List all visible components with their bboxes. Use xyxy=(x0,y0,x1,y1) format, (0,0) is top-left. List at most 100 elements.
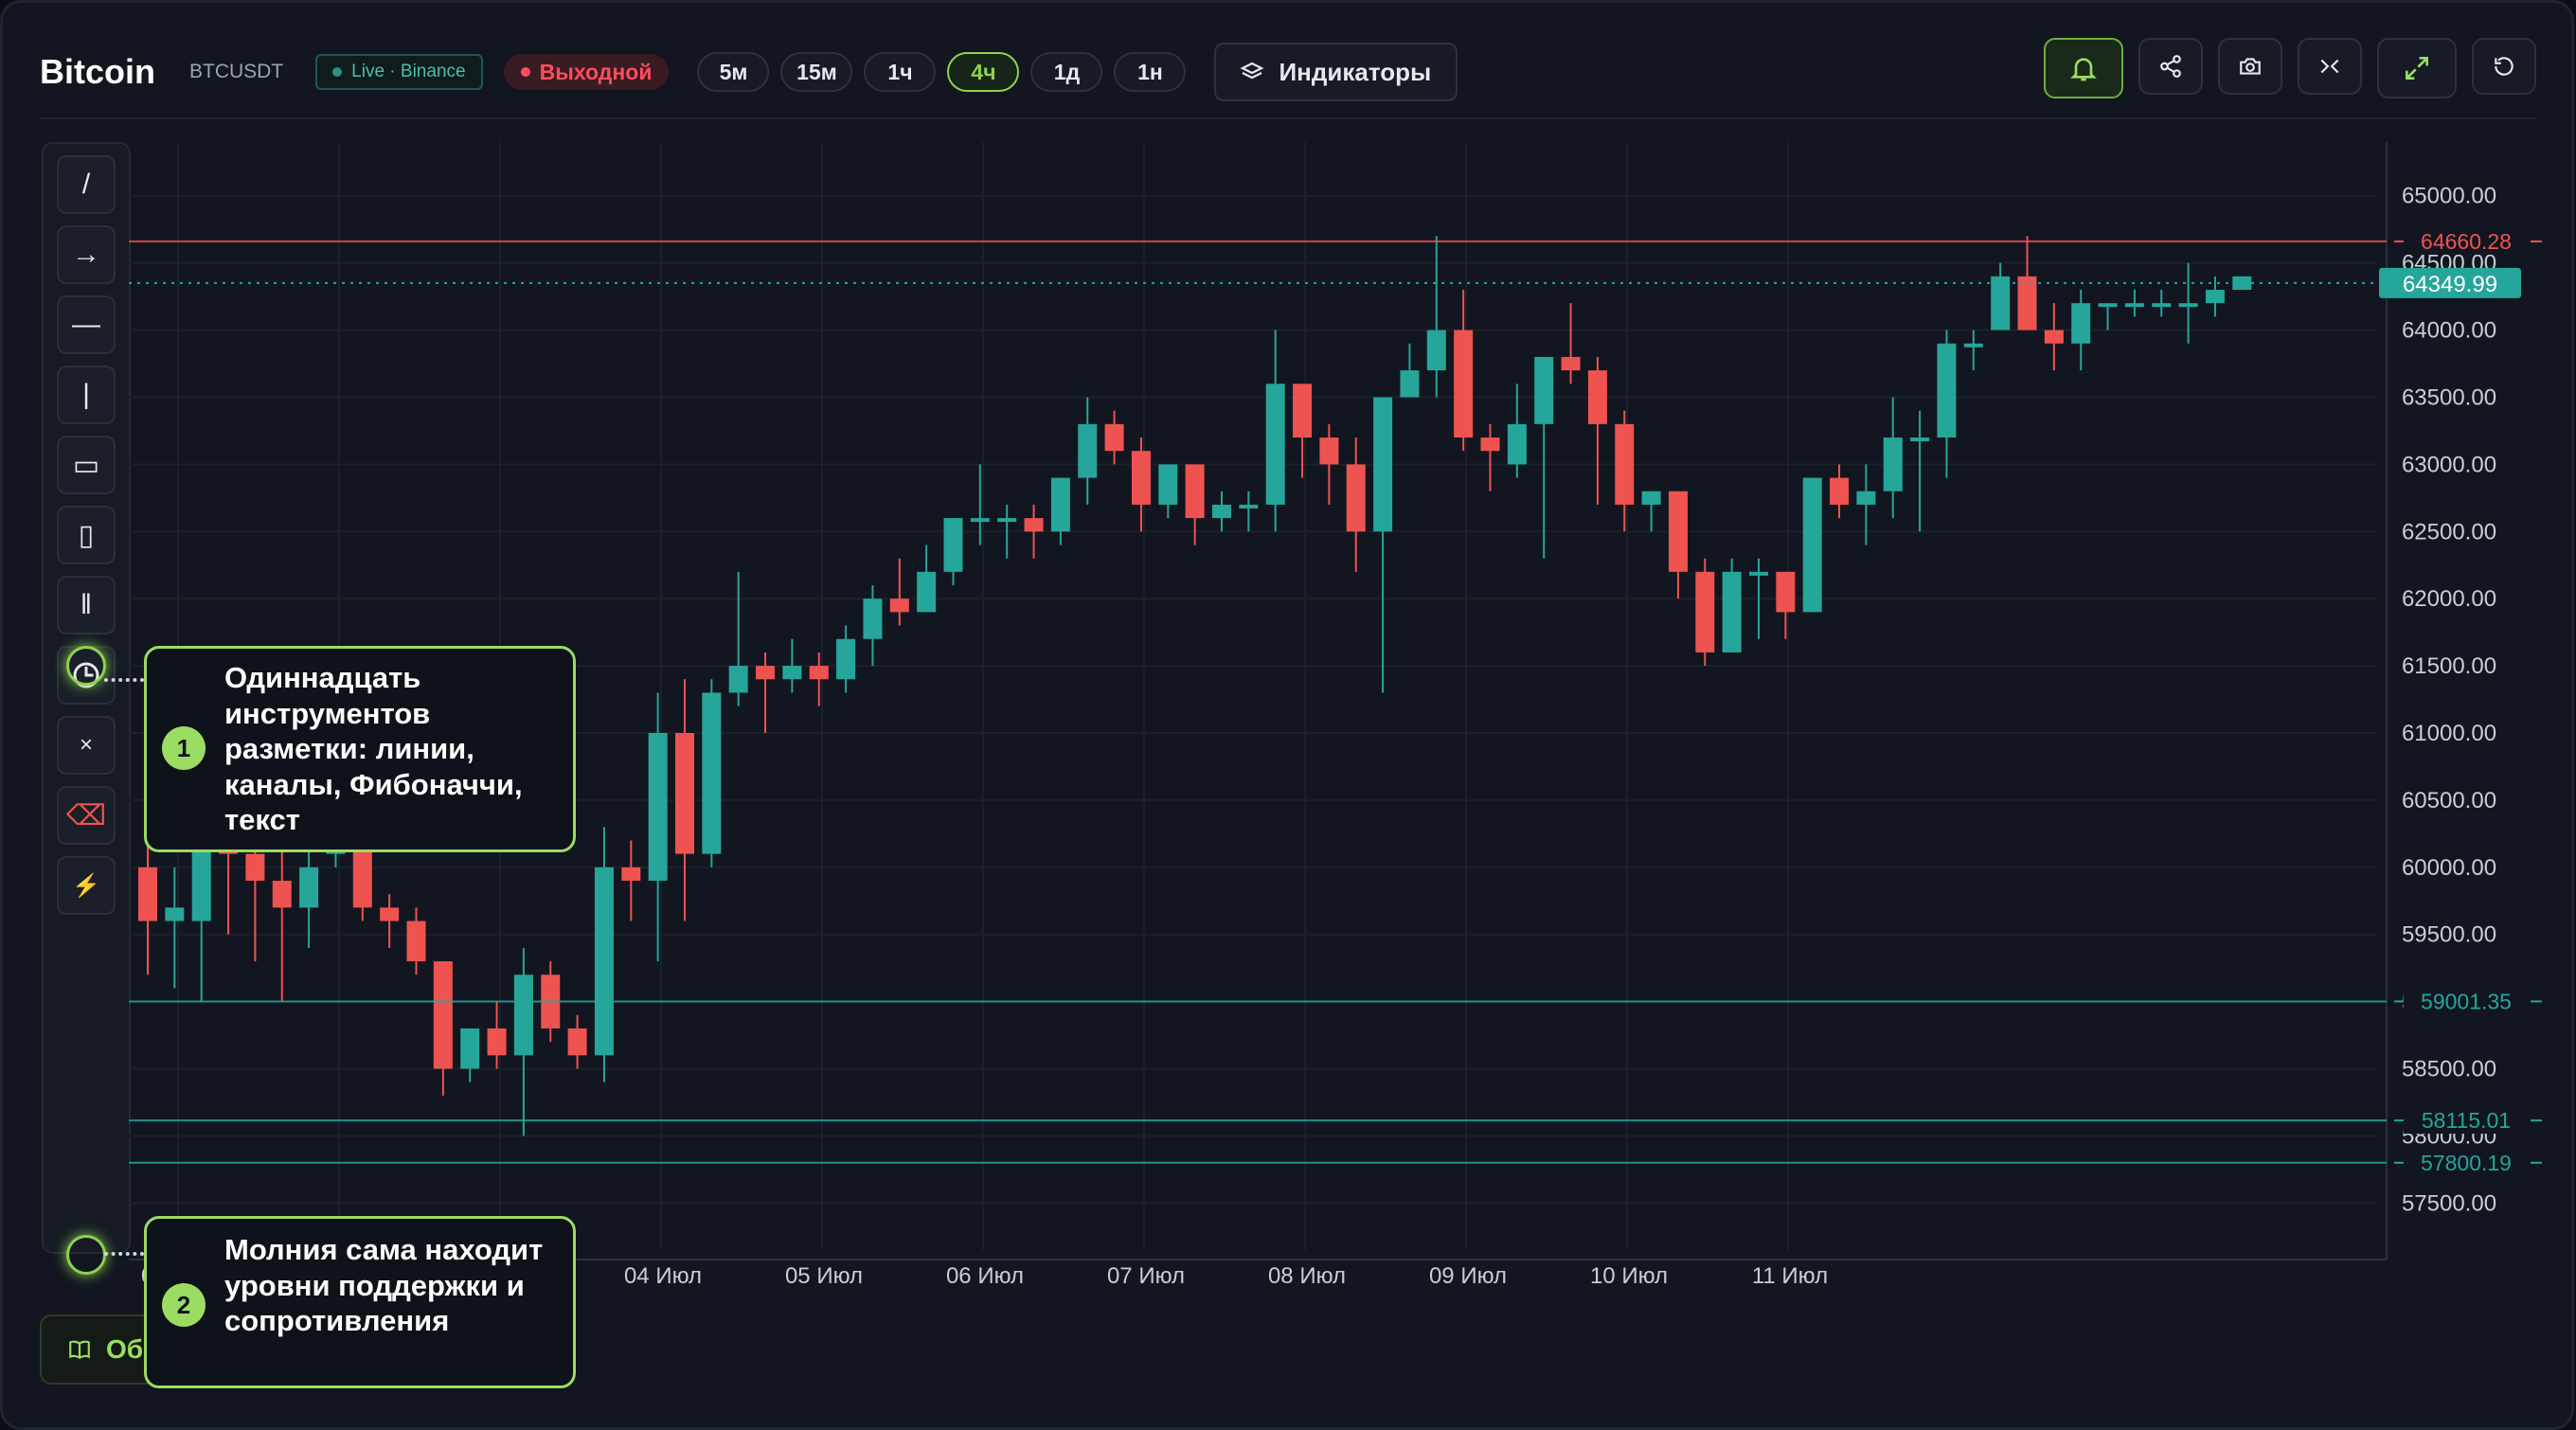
trend-line-tool[interactable]: / xyxy=(57,155,116,214)
candle-body xyxy=(997,518,1017,523)
candle-body xyxy=(1856,491,1876,505)
horizontal-line-icon: — xyxy=(72,309,100,340)
weekend-badge-label: Выходной xyxy=(539,59,653,84)
candle-body xyxy=(2124,303,2144,308)
y-tick-label: 58500.00 xyxy=(2402,1057,2496,1082)
candle-body xyxy=(1802,477,1822,613)
callout-2-text: Молния сама находит уровни поддержки и с… xyxy=(224,1233,544,1337)
x-tick-label: 07 Июл xyxy=(1107,1263,1185,1289)
y-tick-label: 62500.00 xyxy=(2402,519,2496,545)
candle-body xyxy=(2044,330,2064,344)
candle-body xyxy=(1668,491,1688,572)
candle-body xyxy=(1131,451,1151,505)
candle-body xyxy=(1158,464,1178,505)
x-tick-label: 06 Июл xyxy=(946,1263,1024,1289)
level-label: 59001.35 xyxy=(2421,989,2512,1013)
ray-tool[interactable]: → xyxy=(57,225,116,284)
indicators-button[interactable]: Индикаторы xyxy=(1214,43,1458,101)
layers-icon xyxy=(1241,62,1264,80)
horizontal-line-tool[interactable]: — xyxy=(57,295,116,354)
candle-body xyxy=(460,1028,480,1069)
candle-body xyxy=(702,692,722,854)
candle-body xyxy=(889,599,909,613)
timeframe-1h[interactable]: 1ч xyxy=(864,52,937,92)
candle-body xyxy=(2205,290,2225,304)
candle-body xyxy=(1937,343,1957,438)
compress-icon xyxy=(2320,59,2339,74)
parallel-channel-icon: ‖ xyxy=(80,589,93,620)
timeframe-4h[interactable]: 4ч xyxy=(947,52,1020,92)
top-bar: Bitcoin BTCUSDT Live · Binance Выходной … xyxy=(40,42,2536,102)
candle-body xyxy=(836,638,856,680)
level-label: 57800.19 xyxy=(2421,1151,2512,1175)
weekend-dot-icon xyxy=(520,67,530,77)
compress-button[interactable] xyxy=(2298,38,2362,95)
parallel-channel-tool[interactable]: ‖ xyxy=(57,576,116,635)
candle-body xyxy=(2232,276,2252,290)
candle-body xyxy=(1346,464,1366,532)
live-badge: Live · Binance xyxy=(315,54,483,90)
alerts-button[interactable] xyxy=(2044,38,2123,98)
callout-1-number: 1 xyxy=(162,726,206,770)
candle-body xyxy=(1749,571,1768,576)
candle-body xyxy=(1776,571,1796,613)
auto-levels-tool[interactable]: ⚡ xyxy=(57,856,116,915)
candle-body xyxy=(272,881,292,908)
timeframe-1d[interactable]: 1д xyxy=(1030,52,1103,92)
rectangle-icon: ▭ xyxy=(72,449,100,481)
share-icon xyxy=(2160,55,2181,78)
y-tick-label: 59500.00 xyxy=(2402,922,2496,948)
callout-1-connector xyxy=(104,678,144,682)
candle-body xyxy=(970,518,990,523)
candle-body xyxy=(1641,491,1661,505)
candle-body xyxy=(648,733,668,881)
clear-tool[interactable]: × xyxy=(57,716,116,775)
level-label: 58115.01 xyxy=(2422,1108,2511,1133)
share-button[interactable] xyxy=(2138,38,2203,95)
expand-icon xyxy=(2406,57,2428,80)
live-badge-label: Live · Binance xyxy=(351,62,466,81)
timeframe-selector: 5м 15м 1ч 4ч 1д 1н xyxy=(697,52,1187,92)
vertical-rect-tool[interactable]: ▯ xyxy=(57,506,116,564)
chart-actions xyxy=(2044,38,2536,98)
fullscreen-button[interactable] xyxy=(2377,38,2457,98)
timeframe-1w[interactable]: 1н xyxy=(1114,52,1187,92)
candle-body xyxy=(2152,303,2172,308)
candle-body xyxy=(380,907,400,921)
candle-body xyxy=(1991,276,2011,331)
candle-body xyxy=(1883,438,1903,492)
candle-body xyxy=(1587,370,1607,424)
candle-body xyxy=(567,1028,587,1056)
asset-title: Bitcoin xyxy=(40,52,155,91)
candle-body xyxy=(1830,477,1850,505)
y-tick-label: 62000.00 xyxy=(2402,586,2496,612)
candle-body xyxy=(1480,438,1500,452)
guide-button-label: Об xyxy=(106,1334,144,1364)
candle-body xyxy=(1265,384,1285,505)
timeframe-5m[interactable]: 5м xyxy=(697,52,770,92)
candle-body xyxy=(2098,303,2118,308)
candle-body xyxy=(2017,276,2037,331)
screenshot-button[interactable] xyxy=(2218,38,2282,95)
y-tick-label: 65000.00 xyxy=(2402,184,2496,209)
x-tick-label: 10 Июл xyxy=(1590,1263,1668,1289)
level-label-bg xyxy=(2404,1149,2532,1176)
candle-body xyxy=(594,867,614,1056)
drawing-tools-panel: / → — | ▭ ▯ ‖ × ⌫ ⚡ xyxy=(42,142,131,1275)
last-price-badge xyxy=(2379,267,2521,298)
header-divider xyxy=(40,117,2536,119)
callout-1-text: Одиннадцать инструментов разметки: линии… xyxy=(224,661,523,836)
vertical-line-tool[interactable]: | xyxy=(57,366,116,424)
candle-body xyxy=(1400,370,1420,398)
eraser-tool[interactable]: ⌫ xyxy=(57,786,116,845)
candle-body xyxy=(2071,303,2091,344)
timeframe-15m[interactable]: 15м xyxy=(780,52,853,92)
rectangle-tool[interactable]: ▭ xyxy=(57,436,116,494)
reset-button[interactable] xyxy=(2472,38,2536,95)
candle-body xyxy=(487,1028,507,1056)
candle-body xyxy=(299,867,319,908)
candle-body xyxy=(1534,356,1554,424)
candle-body xyxy=(1024,518,1044,532)
y-tick-label: 63000.00 xyxy=(2402,452,2496,477)
